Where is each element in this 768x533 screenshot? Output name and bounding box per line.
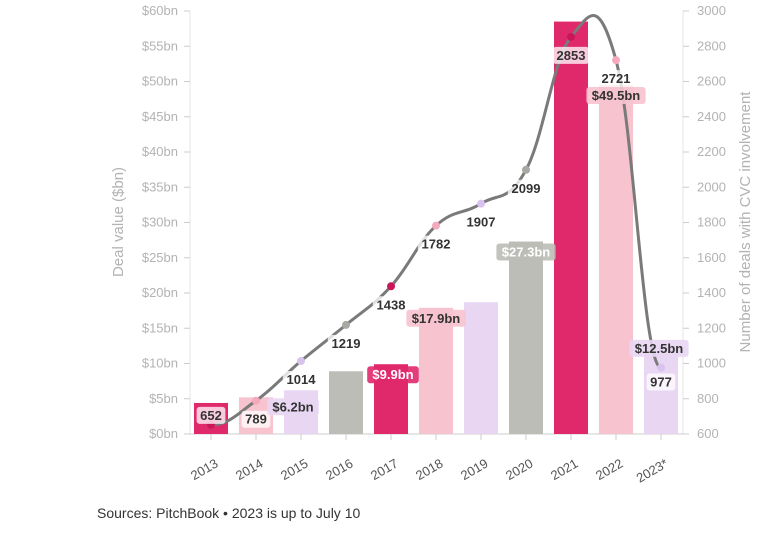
y2-tick-label: 3000 — [697, 3, 726, 18]
svg-text:1438: 1438 — [377, 297, 406, 312]
x-tick-label: 2013 — [188, 456, 221, 483]
svg-text:977: 977 — [650, 375, 672, 390]
deal-count-label: 2721 — [597, 70, 635, 88]
deal-count-label: 1907 — [462, 213, 500, 231]
bar-2022 — [599, 85, 633, 435]
x-tick-label: 2022 — [593, 456, 626, 483]
deal-value-label: $6.2bn — [267, 398, 319, 416]
x-tick-label: 2017 — [368, 456, 401, 483]
deal-value-label: $9.9bn — [367, 366, 419, 384]
deal-count-label: 1014 — [282, 371, 320, 389]
y2-tick-label: 800 — [697, 391, 719, 406]
deal-count-point — [477, 199, 485, 208]
deal-value-label: $17.9bn — [406, 309, 466, 327]
y2-tick-label: 1800 — [697, 215, 726, 230]
deal-count-point — [657, 363, 665, 372]
y2-tick-label: 600 — [697, 426, 719, 441]
svg-text:$17.9bn: $17.9bn — [412, 311, 460, 326]
deal-value-label: $27.3bn — [496, 243, 556, 261]
y-tick-label: $5bn — [149, 391, 178, 406]
y-tick-label: $30bn — [142, 215, 178, 230]
x-tick-label: 2020 — [503, 456, 536, 483]
x-tick-label: 2019 — [458, 456, 491, 483]
svg-text:1219: 1219 — [332, 336, 361, 351]
deal-count-label: 977 — [646, 373, 676, 391]
x-tick-label: 2018 — [413, 456, 446, 483]
y-tick-label: $35bn — [142, 179, 178, 194]
svg-text:$12.5bn: $12.5bn — [635, 341, 683, 356]
svg-text:1907: 1907 — [467, 215, 496, 230]
bar-2019 — [464, 302, 498, 434]
deal-count-label: 2099 — [507, 179, 545, 197]
x-tick-label: 2014 — [233, 456, 266, 483]
svg-text:2853: 2853 — [557, 48, 586, 63]
deal-count-label: 789 — [241, 410, 271, 428]
y-tick-label: $25bn — [142, 250, 178, 265]
y2-axis-title: Number of deals with CVC involvement — [737, 91, 754, 353]
deal-count-label: 2853 — [552, 46, 590, 64]
bar-2020 — [509, 241, 543, 434]
deal-count-point — [342, 320, 350, 329]
svg-text:652: 652 — [200, 408, 222, 423]
deal-value-label: $12.5bn — [629, 339, 689, 357]
y2-tick-label: 1400 — [697, 285, 726, 300]
y2-tick-label: 1200 — [697, 320, 726, 335]
deal-count-point — [387, 282, 395, 291]
bar-2016 — [329, 371, 363, 434]
y-tick-label: $55bn — [142, 38, 178, 53]
deal-count-point — [297, 357, 305, 366]
x-tick-label: 2016 — [323, 456, 356, 483]
deal-count-point — [612, 56, 620, 65]
svg-text:$49.5bn: $49.5bn — [592, 88, 640, 103]
y2-tick-label: 2600 — [697, 74, 726, 89]
y-axis-title: Deal value ($bn) — [110, 167, 127, 277]
deal-count-point — [252, 396, 260, 405]
y2-tick-label: 2800 — [697, 38, 726, 53]
deal-count-point — [432, 221, 440, 230]
svg-text:2721: 2721 — [602, 71, 631, 86]
svg-text:1014: 1014 — [287, 372, 317, 387]
y2-tick-label: 2400 — [697, 109, 726, 124]
bar-2018 — [419, 307, 453, 434]
y-tick-label: $0bn — [149, 426, 178, 441]
y-tick-label: $40bn — [142, 144, 178, 159]
x-tick-label: 2021 — [548, 456, 581, 483]
deal-value-label: $49.5bn — [586, 87, 646, 105]
x-tick-label: 2015 — [278, 456, 311, 483]
y2-tick-label: 2000 — [697, 179, 726, 194]
svg-text:$6.2bn: $6.2bn — [272, 399, 313, 414]
y-tick-label: $15bn — [142, 320, 178, 335]
deal-count-label: 1782 — [417, 235, 455, 253]
deal-count-label: 1219 — [327, 334, 365, 352]
y2-tick-label: 1000 — [697, 356, 726, 371]
deal-count-point — [567, 32, 575, 41]
svg-text:$27.3bn: $27.3bn — [502, 245, 550, 260]
y-tick-label: $45bn — [142, 109, 178, 124]
svg-text:1782: 1782 — [422, 237, 451, 252]
deal-count-label: 652 — [196, 406, 226, 424]
deal-count-point — [522, 165, 530, 174]
svg-text:789: 789 — [245, 412, 267, 427]
y2-tick-label: 2200 — [697, 144, 726, 159]
bar-2021 — [554, 21, 588, 434]
y-tick-label: $60bn — [142, 3, 178, 18]
deal-count-label: 1438 — [372, 296, 410, 314]
y-tick-label: $50bn — [142, 74, 178, 89]
svg-text:$9.9bn: $9.9bn — [372, 367, 413, 382]
source-note: Sources: PitchBook • 2023 is up to July … — [97, 505, 361, 521]
x-tick-label: 2023* — [634, 456, 671, 486]
svg-text:2099: 2099 — [512, 181, 541, 196]
y-tick-label: $10bn — [142, 356, 178, 371]
y-tick-label: $20bn — [142, 285, 178, 300]
y2-tick-label: 1600 — [697, 250, 726, 265]
